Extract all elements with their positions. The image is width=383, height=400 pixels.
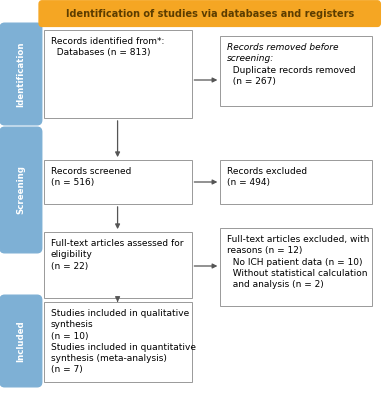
Text: No ICH patient data (n = 10): No ICH patient data (n = 10) [227, 258, 363, 267]
FancyBboxPatch shape [44, 30, 192, 118]
Text: Identification: Identification [16, 41, 25, 107]
Text: Studies included in quantitative: Studies included in quantitative [51, 343, 196, 352]
Text: Duplicate records removed: Duplicate records removed [227, 66, 356, 75]
Text: (n = 22): (n = 22) [51, 262, 88, 271]
Text: Included: Included [16, 320, 25, 362]
FancyBboxPatch shape [0, 295, 42, 387]
Text: (n = 267): (n = 267) [227, 77, 276, 86]
FancyBboxPatch shape [44, 302, 192, 382]
Text: synthesis: synthesis [51, 320, 93, 330]
Text: (n = 516): (n = 516) [51, 178, 94, 187]
Text: (n = 10): (n = 10) [51, 332, 88, 340]
Text: Records screened: Records screened [51, 167, 131, 176]
FancyBboxPatch shape [220, 36, 372, 106]
Text: Databases (n = 813): Databases (n = 813) [51, 48, 151, 58]
Text: Records removed before: Records removed before [227, 43, 339, 52]
FancyBboxPatch shape [0, 23, 42, 125]
Text: (n = 7): (n = 7) [51, 365, 83, 374]
FancyBboxPatch shape [220, 228, 372, 306]
Text: Records identified from*:: Records identified from*: [51, 37, 164, 46]
Text: reasons (n = 12): reasons (n = 12) [227, 246, 303, 256]
FancyBboxPatch shape [220, 160, 372, 204]
FancyBboxPatch shape [0, 127, 42, 253]
Text: eligibility: eligibility [51, 250, 93, 260]
Text: synthesis (meta-analysis): synthesis (meta-analysis) [51, 354, 167, 363]
Text: Studies included in qualitative: Studies included in qualitative [51, 309, 189, 318]
Text: and analysis (n = 2): and analysis (n = 2) [227, 280, 324, 289]
FancyBboxPatch shape [39, 1, 380, 26]
Text: Records excluded: Records excluded [227, 167, 307, 176]
Text: screening:: screening: [227, 54, 274, 64]
FancyBboxPatch shape [44, 232, 192, 298]
Text: Screening: Screening [16, 166, 25, 214]
Text: Without statistical calculation: Without statistical calculation [227, 269, 368, 278]
Text: (n = 494): (n = 494) [227, 178, 270, 187]
Text: Full-text articles assessed for: Full-text articles assessed for [51, 239, 183, 248]
FancyBboxPatch shape [44, 160, 192, 204]
Text: Identification of studies via databases and registers: Identification of studies via databases … [66, 9, 354, 18]
Text: Full-text articles excluded, with: Full-text articles excluded, with [227, 235, 370, 244]
